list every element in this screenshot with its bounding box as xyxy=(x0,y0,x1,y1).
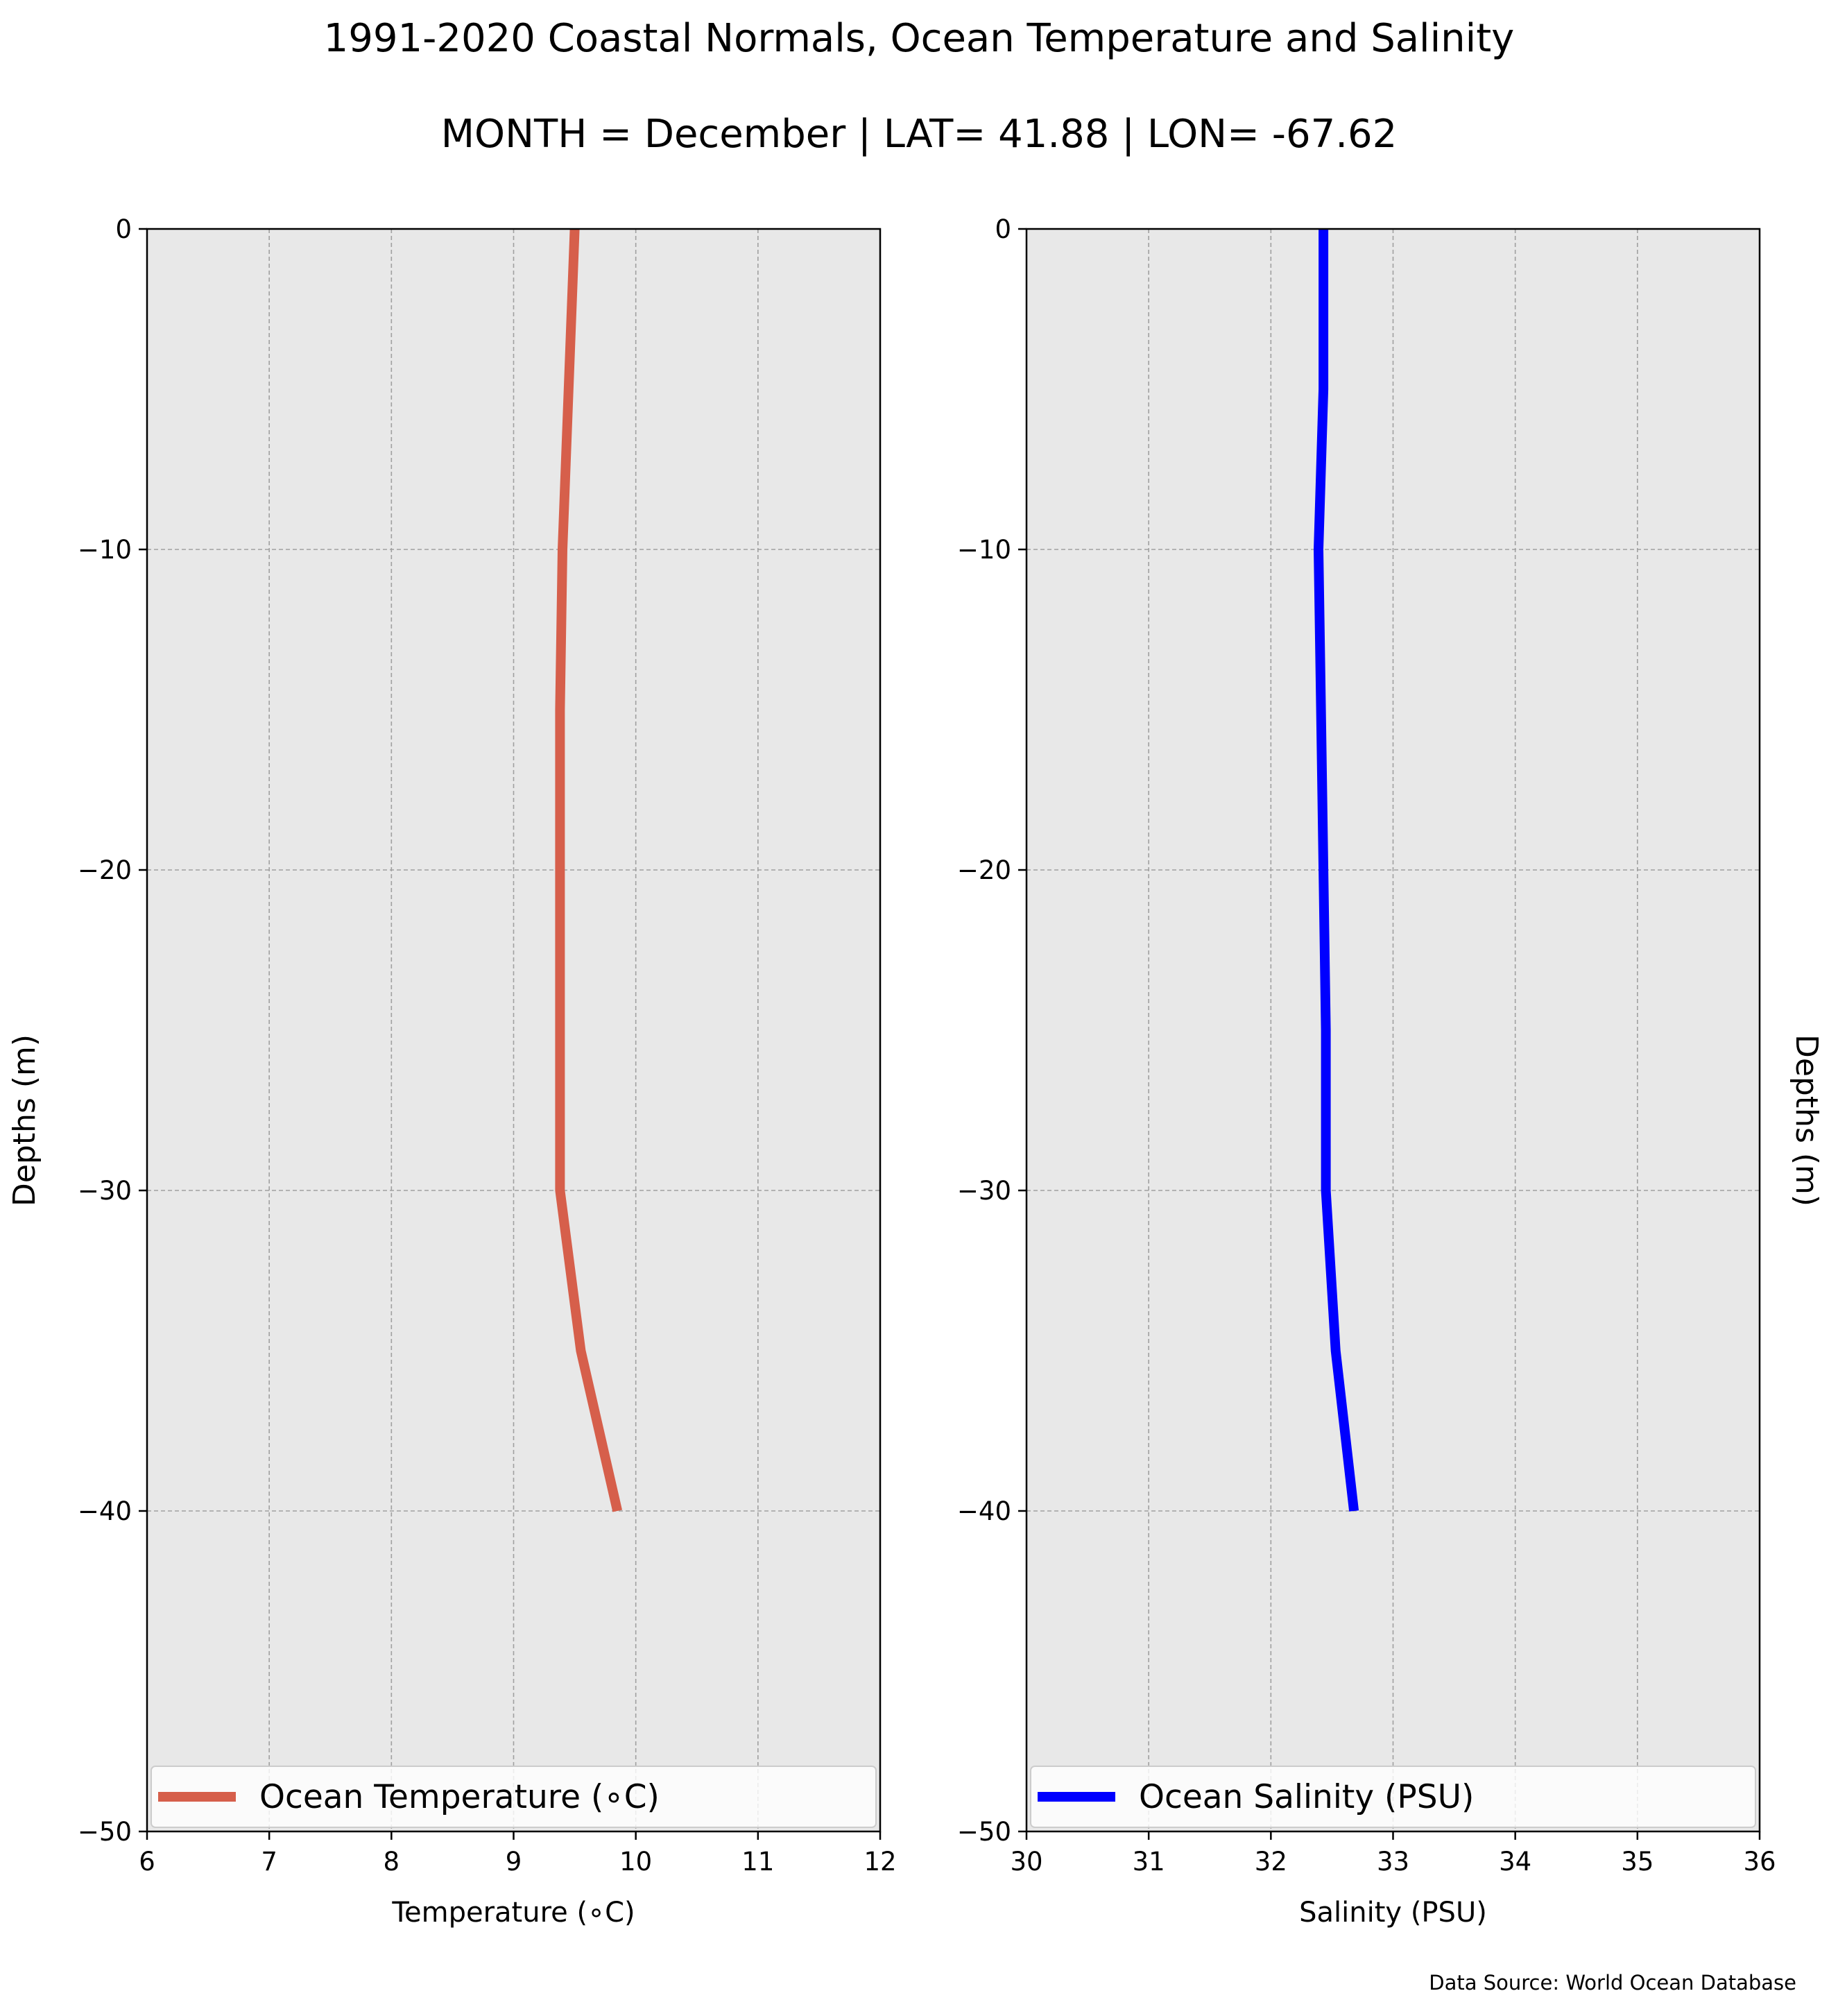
x-tick-label: 35 xyxy=(1621,1847,1654,1877)
x-tick-label: 32 xyxy=(1255,1847,1287,1877)
x-tick-label: 36 xyxy=(1743,1847,1776,1877)
salinity-panel: Ocean Salinity (PSU) 30 31 32 33 34 35 36 0 −10 −… xyxy=(957,214,1824,1929)
left-y-axis-label: Depths (m) xyxy=(7,1034,42,1206)
temperature-panel: Ocean Temperature (∘C) 6 7 8 9 10 11 12 0 −10 −20… xyxy=(7,214,897,1929)
x-tick-label: 11 xyxy=(741,1847,774,1877)
y-tick-label: 0 xyxy=(115,214,132,244)
x-tick-label: 6 xyxy=(139,1847,155,1877)
x-tick-label: 34 xyxy=(1499,1847,1531,1877)
x-tick-label: 31 xyxy=(1133,1847,1165,1877)
y-tick-label: −40 xyxy=(957,1496,1011,1526)
y-tick-label: 0 xyxy=(995,214,1011,244)
salinity-x-axis-label: Salinity (PSU) xyxy=(1299,1897,1487,1929)
temperature-legend-box xyxy=(151,1766,877,1828)
temperature-x-axis-label: Temperature (∘C) xyxy=(391,1897,635,1929)
y-tick-label: −40 xyxy=(78,1496,132,1526)
x-tick-label: 9 xyxy=(506,1847,522,1877)
salinity-ticks: 30 31 32 33 34 35 36 0 −10 −20 −30 −40 −50 xyxy=(957,214,1776,1877)
salinity-legend-label: Ocean Salinity (PSU) xyxy=(1139,1778,1474,1816)
x-tick-label: 7 xyxy=(261,1847,277,1877)
y-tick-label: −10 xyxy=(78,535,132,565)
y-tick-label: −50 xyxy=(957,1817,1011,1847)
temperature-grid xyxy=(147,229,880,1831)
x-tick-label: 12 xyxy=(864,1847,896,1877)
salinity-grid xyxy=(1027,229,1760,1831)
x-tick-label: 30 xyxy=(1010,1847,1042,1877)
data-source-note: Data Source: World Ocean Database xyxy=(1429,1971,1796,1994)
temperature-legend-label: Ocean Temperature (∘C) xyxy=(259,1778,660,1816)
chart-title: 1991-2020 Coastal Normals, Ocean Tempera… xyxy=(324,16,1515,61)
temperature-series-line xyxy=(555,228,623,1512)
y-tick-label: −10 xyxy=(957,535,1011,565)
x-tick-label: 10 xyxy=(619,1847,652,1877)
temperature-ticks: 6 7 8 9 10 11 12 0 −10 −20 −30 −40 −50 xyxy=(78,214,897,1877)
y-tick-label: −20 xyxy=(78,855,132,885)
y-tick-label: −30 xyxy=(78,1176,132,1206)
salinity-series-line xyxy=(1314,229,1359,1512)
x-tick-label: 8 xyxy=(384,1847,400,1877)
right-y-axis-label: Depths (m) xyxy=(1789,1034,1824,1206)
y-tick-label: −50 xyxy=(78,1817,132,1847)
y-tick-label: −20 xyxy=(957,855,1011,885)
x-tick-label: 33 xyxy=(1377,1847,1409,1877)
salinity-legend-box xyxy=(1030,1766,1756,1828)
y-tick-label: −30 xyxy=(957,1176,1011,1206)
chart-subtitle: MONTH = December | LAT= 41.88 | LON= -67… xyxy=(441,112,1398,157)
